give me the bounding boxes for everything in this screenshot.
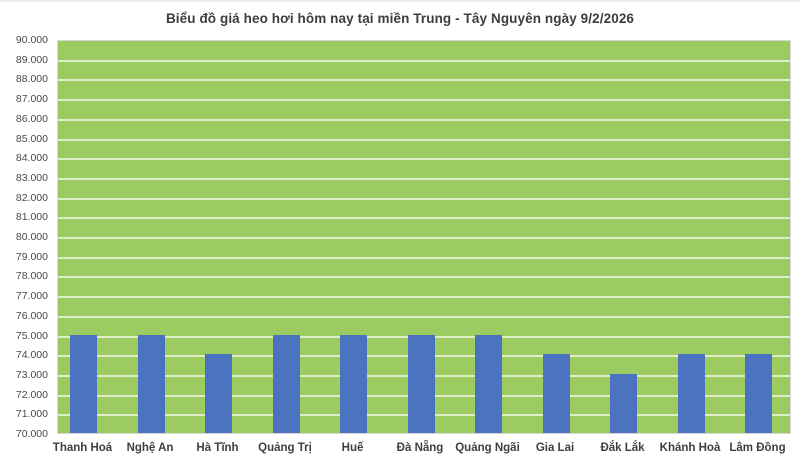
bar-ha-tinh — [205, 354, 232, 433]
x-axis-label-thanh-hoa: Thanh Hoá — [52, 442, 113, 454]
y-axis-label: 80.000 — [15, 231, 48, 243]
y-axis-label: 77.000 — [15, 290, 48, 303]
gridline — [58, 59, 790, 62]
gridline — [58, 276, 790, 279]
y-axis-label: 71.000 — [15, 408, 48, 421]
gridline — [58, 118, 790, 121]
gridline — [58, 256, 790, 259]
bar-thanh-hoa — [70, 334, 97, 433]
gridline — [58, 315, 790, 318]
y-axis-label: 84.000 — [15, 152, 48, 165]
x-axis-label-nghe-an: Nghệ An — [126, 442, 174, 454]
gridline — [58, 138, 790, 141]
bar-quang-tri — [272, 334, 300, 433]
bar-nghe-an — [137, 334, 165, 433]
y-axis-label: 74.000 — [15, 349, 48, 362]
y-axis-label: 81.000 — [15, 211, 48, 224]
x-axis-label-quang-ngai: Quảng Ngãi — [455, 442, 520, 454]
y-axis-label: 87.000 — [15, 93, 48, 106]
y-axis-label: 76.000 — [15, 309, 48, 322]
bar-da-nang — [407, 334, 435, 433]
x-axis-label-quang-tri: Quảng Trị — [258, 442, 312, 454]
x-axis-label-dak-lak: Đắk Lắk — [600, 442, 645, 454]
x-axis-label-lam-dong: Lâm Đồng — [729, 442, 786, 454]
x-axis-label-hue: Huế — [341, 442, 364, 454]
y-axis-label: 88.000 — [15, 73, 48, 86]
x-axis-label-khanh-hoa: Khánh Hoà — [659, 442, 721, 454]
bar-khanh-hoa — [677, 354, 705, 433]
bar-hue — [340, 334, 367, 433]
gridline — [58, 296, 790, 299]
y-axis-label: 90.000 — [15, 34, 48, 46]
gridline — [58, 197, 790, 200]
gridline — [58, 79, 790, 82]
plot-area — [57, 40, 791, 434]
y-axis-label: 70.000 — [15, 428, 48, 440]
y-axis-label: 82.000 — [15, 191, 48, 204]
y-axis-label: 73.000 — [15, 368, 48, 381]
y-axis-label: 86.000 — [15, 112, 48, 125]
gridline — [58, 99, 790, 102]
x-axis-label-gia-lai: Gia Lai — [535, 442, 575, 454]
x-axis-label-da-nang: Đà Nẵng — [396, 442, 444, 454]
bar-lam-dong — [745, 354, 772, 433]
y-axis-label: 79.000 — [15, 250, 48, 263]
gridline — [58, 217, 790, 220]
chart-title: Biểu đồ giá heo hơi hôm nay tại miền Tru… — [165, 11, 635, 26]
gridline — [58, 158, 790, 161]
y-axis-label: 85.000 — [15, 132, 48, 145]
y-axis-label: 89.000 — [15, 53, 48, 66]
y-axis-label: 72.000 — [15, 388, 48, 401]
y-axis-label: 83.000 — [15, 171, 48, 184]
bar-dak-lak — [610, 373, 637, 433]
gridline — [58, 237, 790, 239]
y-axis-label: 78.000 — [15, 270, 48, 283]
x-axis-label-ha-tinh: Hà Tĩnh — [196, 442, 239, 454]
gridline — [58, 177, 790, 180]
bar-gia-lai — [542, 354, 570, 433]
bar-quang-ngai — [475, 334, 502, 433]
y-axis-label: 75.000 — [15, 329, 48, 342]
